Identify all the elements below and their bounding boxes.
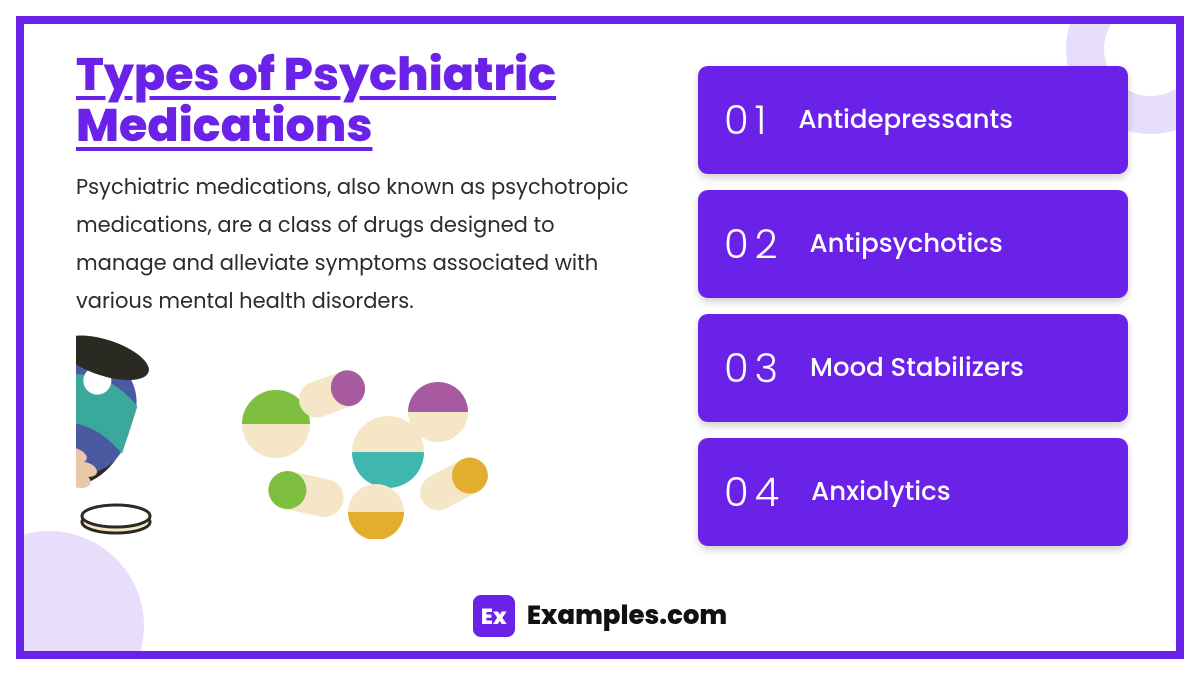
intro-paragraph: Psychiatric medications, also known as p…: [76, 169, 636, 320]
frame: Types of Psychiatric Medications Psychia…: [16, 16, 1184, 659]
item-number: 02: [724, 214, 784, 274]
list-item: 02 Antipsychotics: [698, 190, 1128, 298]
medication-illustration: [76, 334, 506, 539]
page-title: Types of Psychiatric Medications: [76, 50, 654, 151]
list-item: 01 Antidepressants: [698, 66, 1128, 174]
content-row: Types of Psychiatric Medications Psychia…: [24, 24, 1176, 651]
item-label: Mood Stabilizers: [810, 349, 1024, 388]
item-label: Antipsychotics: [810, 225, 1003, 264]
item-number: 04: [724, 462, 785, 522]
item-number: 03: [724, 338, 784, 398]
list-item: 03 Mood Stabilizers: [698, 314, 1128, 422]
logo-icon: Ex: [473, 595, 515, 637]
items-list: 01 Antidepressants 02 Antipsychotics 03 …: [698, 50, 1128, 641]
left-column: Types of Psychiatric Medications Psychia…: [76, 50, 654, 641]
footer: Ex Examples.com: [24, 595, 1176, 637]
list-item: 04 Anxiolytics: [698, 438, 1128, 546]
item-label: Antidepressants: [798, 101, 1013, 140]
logo-text: Examples.com: [527, 597, 727, 636]
item-number: 01: [724, 90, 772, 150]
item-label: Anxiolytics: [811, 473, 950, 512]
